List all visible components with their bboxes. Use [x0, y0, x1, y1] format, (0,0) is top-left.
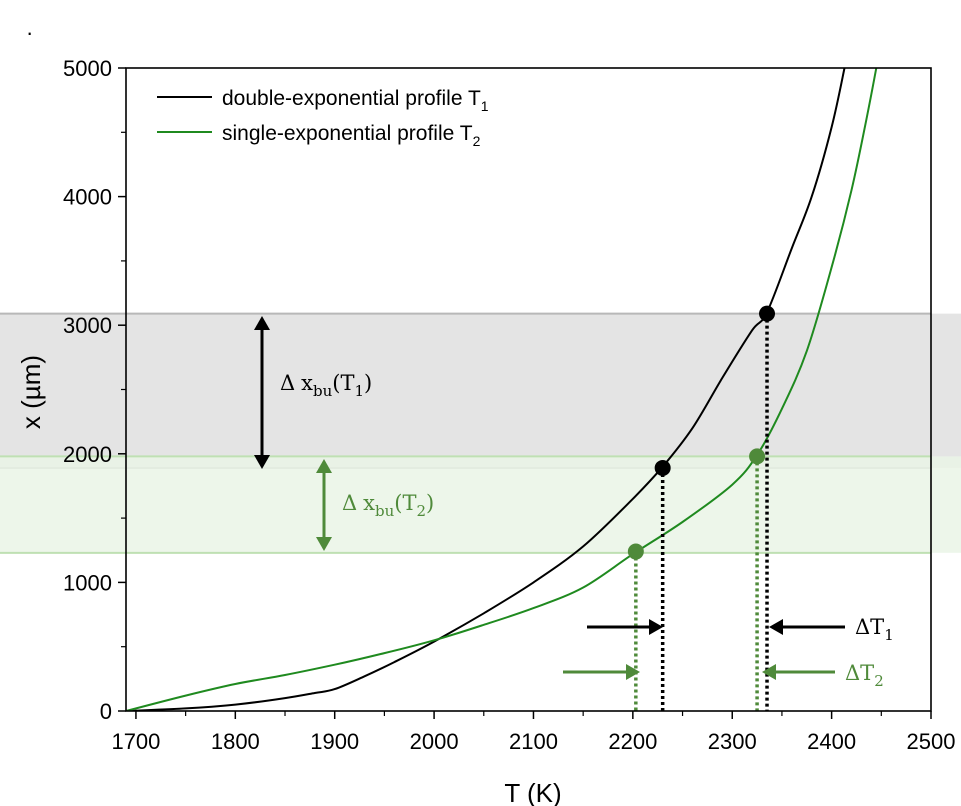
delta-t2-label: ΔT2 [845, 661, 884, 690]
marker-t2 [749, 448, 766, 465]
band-gray [0, 313, 961, 468]
delta-t1-label: ΔT1 [855, 615, 894, 644]
y-tick-label: 0 [100, 699, 112, 724]
arrow-right-icon [626, 664, 640, 680]
arrow-right-icon [649, 619, 663, 635]
arrow-left-icon [762, 664, 776, 680]
y-tick-label: 5000 [63, 56, 112, 81]
y-tick-label: 4000 [63, 185, 112, 210]
arrow-up-icon [316, 459, 332, 473]
y-tick-label: 3000 [63, 313, 112, 338]
marker-t1 [654, 459, 671, 476]
shaded-bands [0, 312, 961, 554]
drop-lines [634, 313, 769, 711]
x-axis-title: T (K) [504, 778, 561, 806]
marker-t2 [627, 543, 644, 560]
x-tick-label: 1800 [211, 729, 260, 754]
legend-label-t1: double-exponential profile T1 [222, 87, 489, 114]
x-tick-label: 2100 [509, 729, 558, 754]
x-tick-label: 2200 [608, 729, 657, 754]
x-tick-label: 1700 [111, 729, 160, 754]
arrow-up-icon [254, 316, 270, 330]
legend: double-exponential profile T1 single-exp… [157, 87, 489, 149]
arrow-down-icon [254, 455, 270, 469]
delta-t1-annotation: ΔT1 [587, 615, 894, 644]
band-green [0, 456, 961, 553]
point-markers [627, 305, 776, 560]
corner-mark: · [26, 20, 33, 45]
legend-label-t2: single-exponential profile T2 [222, 122, 481, 149]
delta-t2-annotation: ΔT2 [563, 661, 884, 690]
series-line-t1 [126, 68, 846, 711]
y-axis-ticks: 0 1000 2000 3000 4000 5000 [63, 56, 126, 724]
x-tick-label: 2000 [410, 729, 459, 754]
arrow-left-icon [769, 619, 783, 635]
curves [126, 68, 878, 711]
x-tick-label: 2500 [907, 729, 956, 754]
arrow-down-icon [316, 537, 332, 551]
y-tick-label: 1000 [63, 570, 112, 595]
x-tick-label: 2300 [708, 729, 757, 754]
x-axis-ticks: 1700 1800 1900 2000 2100 2200 2300 2400 2500 [111, 711, 955, 754]
x-tick-label: 1900 [310, 729, 359, 754]
marker-t1 [759, 305, 776, 322]
y-axis-title: x (µm) [16, 355, 46, 429]
y-tick-label: 2000 [63, 442, 112, 467]
series-line-t2 [126, 68, 878, 711]
x-tick-label: 2400 [807, 729, 856, 754]
